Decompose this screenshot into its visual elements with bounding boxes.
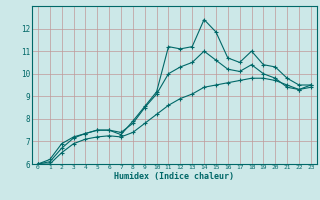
X-axis label: Humidex (Indice chaleur): Humidex (Indice chaleur) [115, 172, 234, 181]
